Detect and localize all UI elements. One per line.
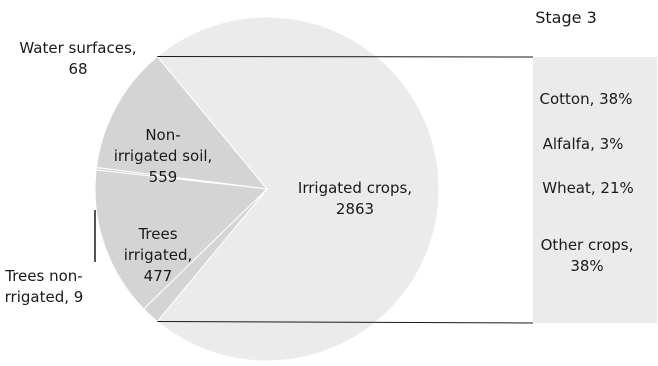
connector-lines — [94, 56, 534, 324]
breakdown-labels: Cotton, 38% Alfalfa, 3% Wheat, 21% Other cr… — [540, 90, 634, 275]
pie-slice-irrigated-crops — [156, 16, 440, 362]
label-water-surfaces: Water surfaces, 68 — [19, 39, 136, 78]
breakdown-label-cotton: Cotton, 38% — [540, 90, 633, 108]
label-trees-irrigated: Trees irrigated, 477 — [124, 225, 193, 285]
slice-labels: Irrigated crops, 2863 Trees irrigated, 477 Tr… — [4, 39, 412, 306]
pie-slice-trees-irrigated — [95, 55, 269, 190]
label-irrigated-crops: Irrigated crops, 2863 — [298, 179, 412, 218]
label-trees-non-irrigated: Trees non-rrigated, 9 — [4, 267, 83, 306]
pie-slice-water-surfaces — [143, 188, 268, 323]
breakdown-title: Stage 3 — [535, 8, 597, 27]
stage-3-breakdown-bar — [533, 57, 657, 323]
label-non-irrigated-soil: Non-irrigated soil, 559 — [114, 126, 213, 186]
connector-line-bottom — [157, 321, 534, 324]
breakdown-label-other-crops: Other crops, 38% — [541, 236, 634, 275]
pie-slices — [94, 16, 440, 362]
breakdown-label-alfalfa: Alfalfa, 3% — [543, 135, 624, 153]
pie-slice-non-irrigated-soil — [94, 169, 269, 310]
connector-line-top — [157, 56, 534, 58]
breakdown-label-wheat: Wheat, 21% — [542, 179, 634, 197]
